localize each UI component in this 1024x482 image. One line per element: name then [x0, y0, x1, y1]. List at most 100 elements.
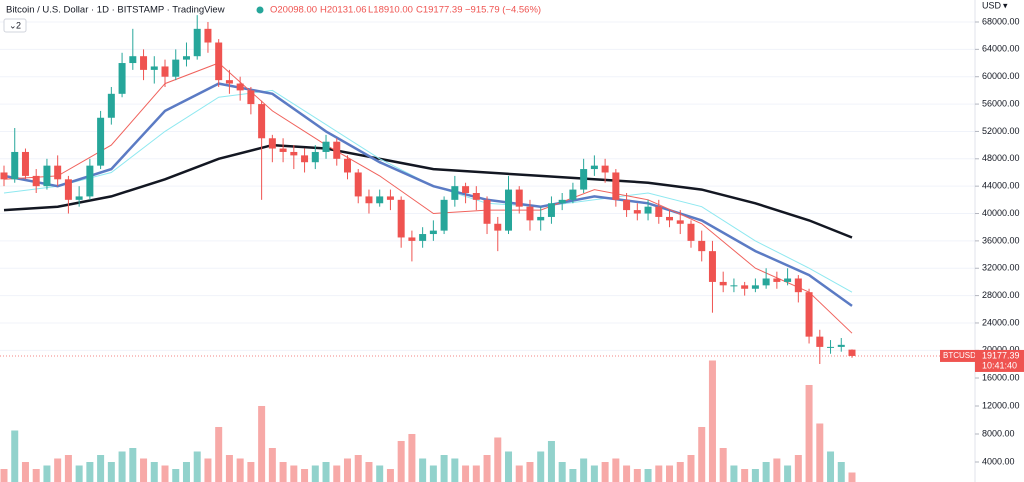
- volume-bar: [773, 458, 781, 482]
- volume-bar: [236, 458, 244, 482]
- volume-bar: [397, 440, 405, 482]
- candle-body: [107, 93, 115, 118]
- y-tick-label: 44000.00: [982, 181, 1020, 191]
- indicators-toggle-label[interactable]: ⌄: [9, 20, 17, 30]
- candle-body: [537, 216, 545, 221]
- ohlc-change: −915.79 (−4.56%): [465, 5, 541, 16]
- candle-body: [21, 151, 29, 176]
- volume-bar: [827, 451, 835, 482]
- volume-bar: [172, 468, 180, 482]
- volume-bar: [666, 465, 674, 482]
- volume-bar: [429, 465, 437, 482]
- volume-bar: [698, 426, 706, 482]
- candle-body: [558, 199, 566, 204]
- candle-body: [354, 172, 362, 197]
- candle-body: [236, 83, 244, 91]
- volume-bar: [311, 465, 319, 482]
- candle-body: [365, 196, 373, 204]
- candle-body: [419, 234, 427, 241]
- volume-bar: [140, 458, 148, 482]
- volume-bar: [215, 426, 223, 482]
- volume-bar: [376, 465, 384, 482]
- y-tick-label: 60000.00: [982, 71, 1020, 81]
- y-tick-label: 32000.00: [982, 263, 1020, 273]
- candle-body: [376, 196, 384, 204]
- y-tick-label: 40000.00: [982, 208, 1020, 218]
- volume-bar: [290, 465, 298, 482]
- volume-bar: [268, 447, 276, 482]
- candle-body: [343, 158, 351, 173]
- volume-bar: [633, 468, 641, 482]
- volume-bar: [419, 458, 427, 482]
- candle-body: [32, 175, 40, 187]
- currency-caret[interactable]: ▾: [1003, 0, 1008, 10]
- volume-tick-label: 4000.00: [982, 456, 1015, 466]
- candle-body: [505, 189, 513, 231]
- candle-body: [161, 66, 169, 77]
- candle-body: [687, 223, 695, 241]
- currency-menu[interactable]: USD: [982, 0, 1002, 10]
- candle-body: [11, 151, 19, 180]
- candle-body: [75, 196, 83, 200]
- candle-body: [526, 206, 534, 221]
- candle-body: [440, 199, 448, 231]
- volume-bar: [54, 458, 62, 482]
- indicators-toggle[interactable]: [3, 18, 27, 33]
- volume-bar: [386, 468, 394, 482]
- volume-bar: [161, 465, 169, 482]
- candle-body: [43, 165, 51, 187]
- candle-body: [580, 169, 588, 190]
- volume-bar: [741, 468, 749, 482]
- candle-body: [837, 344, 845, 347]
- volume-bar: [21, 461, 29, 482]
- candle-body: [0, 172, 8, 180]
- volume-bar: [408, 433, 416, 482]
- candle-body: [601, 165, 609, 173]
- volume-bar: [107, 461, 115, 482]
- volume-bar: [580, 458, 588, 482]
- candle-body: [698, 240, 706, 252]
- volume-bar: [837, 461, 845, 482]
- candle-body: [623, 199, 631, 211]
- candle-body: [333, 141, 341, 159]
- volume-tick-label: 16000.00: [982, 372, 1020, 382]
- last-price-label: 19177.39: [982, 350, 1020, 360]
- candle-body: [140, 56, 148, 70]
- candle-body: [848, 349, 856, 356]
- candle-body: [215, 42, 223, 81]
- volume-bar: [11, 430, 19, 482]
- candle-body: [472, 192, 480, 200]
- volume-bar: [97, 454, 105, 482]
- volume-bar: [590, 465, 598, 482]
- candle-body: [193, 28, 201, 57]
- candle-body: [773, 278, 781, 282]
- candle-body: [451, 186, 459, 200]
- volume-bar: [118, 451, 126, 482]
- volume-bar: [365, 461, 373, 482]
- indicators-count[interactable]: 2: [16, 20, 21, 30]
- volume-bar: [784, 465, 792, 482]
- volume-bar: [708, 360, 716, 482]
- volume-bar: [0, 468, 8, 482]
- volume-pane: [0, 360, 856, 482]
- candle-body: [612, 172, 620, 200]
- volume-bar: [279, 461, 287, 482]
- volume-bar: [655, 465, 663, 482]
- candle-body: [258, 104, 266, 139]
- volume-bar: [472, 465, 480, 482]
- volume-bar: [751, 468, 759, 482]
- candle-body: [182, 56, 190, 60]
- candle-body: [429, 230, 437, 235]
- candle-body: [204, 28, 212, 43]
- volume-bar: [247, 461, 255, 482]
- y-tick-label: 56000.00: [982, 98, 1020, 108]
- candle-body: [494, 223, 502, 231]
- grid: [0, 21, 975, 351]
- candle-body: [666, 216, 674, 221]
- volume-bar: [494, 437, 502, 482]
- volume-bar: [129, 447, 137, 482]
- candle-body: [515, 189, 523, 207]
- volume-bar: [64, 454, 72, 482]
